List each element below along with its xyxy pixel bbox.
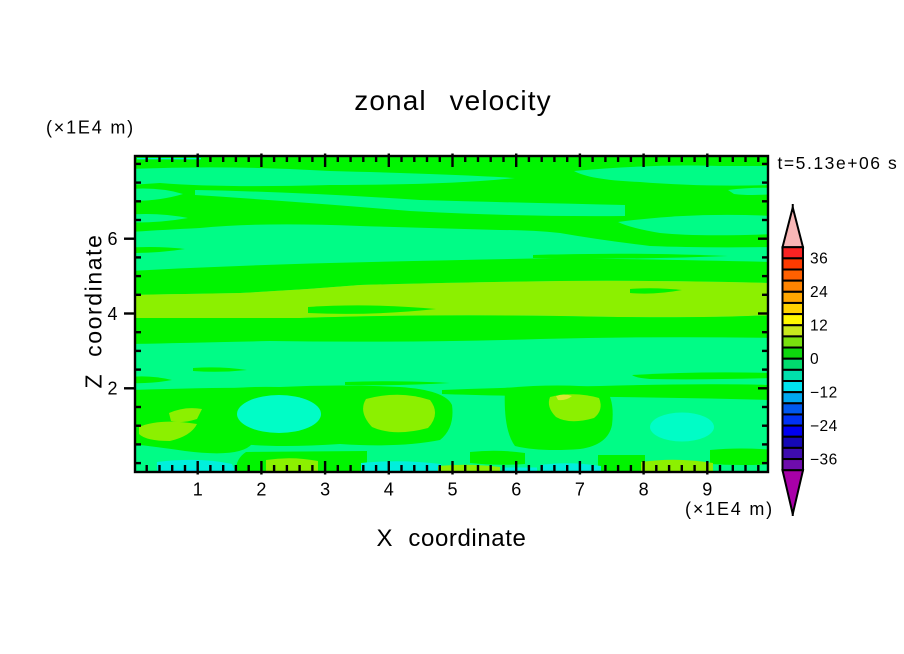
- svg-text:Z coordinate: Z coordinate: [81, 233, 107, 388]
- svg-text:X coordinate: X coordinate: [377, 525, 527, 552]
- svg-text:9: 9: [702, 479, 712, 499]
- svg-text:1: 1: [193, 479, 203, 499]
- svg-text:−24: −24: [810, 418, 838, 435]
- svg-text:0: 0: [810, 351, 819, 368]
- svg-text:t=5.13e+06 s: t=5.13e+06 s: [778, 153, 899, 173]
- svg-text:(×1E4 m): (×1E4 m): [685, 499, 774, 519]
- svg-text:4: 4: [384, 479, 394, 499]
- svg-text:12: 12: [810, 317, 828, 334]
- svg-text:−36: −36: [810, 451, 838, 468]
- svg-text:6: 6: [107, 229, 117, 249]
- svg-text:(×1E4 m): (×1E4 m): [46, 118, 135, 138]
- svg-text:7: 7: [575, 479, 585, 499]
- svg-text:36: 36: [810, 251, 828, 268]
- svg-text:3: 3: [320, 479, 330, 499]
- svg-text:5: 5: [447, 479, 457, 499]
- svg-text:4: 4: [107, 304, 117, 324]
- svg-text:24: 24: [810, 284, 828, 301]
- svg-text:−12: −12: [810, 384, 838, 401]
- svg-text:zonal velocity: zonal velocity: [354, 85, 551, 116]
- svg-text:8: 8: [639, 479, 649, 499]
- svg-text:2: 2: [256, 479, 266, 499]
- svg-text:2: 2: [107, 379, 117, 399]
- svg-text:6: 6: [511, 479, 521, 499]
